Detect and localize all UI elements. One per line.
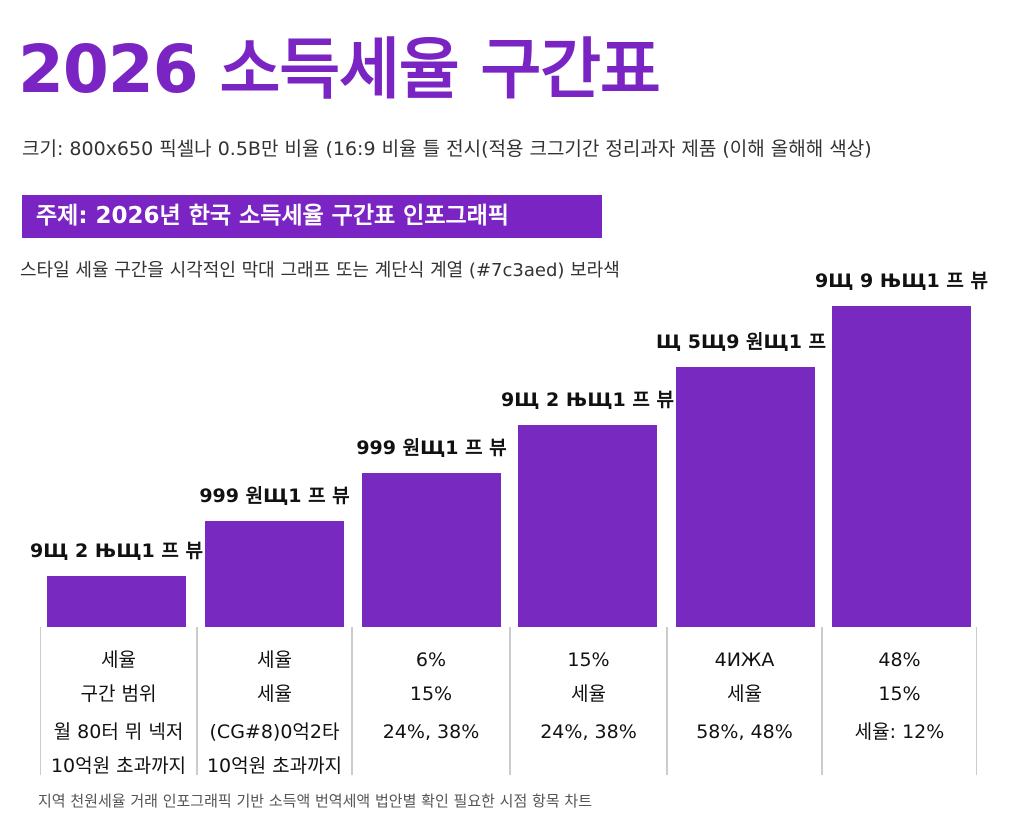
bracket-column: 세율 세율 (CG#8)0억2타 10억원 초과까지 bbox=[197, 627, 352, 777]
bracket-text bbox=[668, 749, 821, 783]
bracket-column: 6% 15% 24%, 38% bbox=[352, 627, 510, 775]
bracket-text: 24%, 38% bbox=[382, 721, 480, 743]
bar-label: 999 원Щ1 프 뷰 bbox=[356, 436, 507, 459]
bracket-text: 6% bbox=[415, 649, 447, 671]
bracket-text: 4ИЖА bbox=[714, 649, 775, 671]
bar-label: Щ 5Щ9 원Щ1 프 뷰 bbox=[656, 330, 851, 353]
topic-banner: 주제: 2026년 한국 소득세율 구간표 인포그래픽 bbox=[22, 195, 602, 238]
bracket-text: 세율 bbox=[257, 683, 292, 705]
bracket-text: 세율: 12% bbox=[854, 721, 945, 743]
subtitle: 크기: 800x650 픽셀나 0.5B만 비율 (16:9 비율 틀 전시(적… bbox=[22, 138, 872, 160]
bar-label: 999 원Щ1 프 뷰 bbox=[199, 485, 350, 508]
bracket-text: 세율 bbox=[101, 649, 136, 671]
bracket-text: (CG#8)0억2타 bbox=[209, 721, 340, 743]
footer-note: 지역 천원세율 거래 인포그래픽 기반 소득액 번역세액 법안별 확인 필요한 … bbox=[38, 792, 593, 810]
bar-label: 9Щ 9 ЊЩ1 프 뷰 bbox=[815, 270, 988, 292]
bracket-text bbox=[823, 749, 976, 783]
bracket-column: 15% 세율 24%, 38% bbox=[510, 627, 667, 775]
bracket-text: 세율 bbox=[727, 683, 762, 705]
page-title: 2026 소득세율 구간표 bbox=[18, 31, 661, 108]
bar bbox=[205, 521, 344, 627]
bar bbox=[832, 306, 971, 627]
bracket-text: 15% bbox=[567, 649, 610, 671]
bar-label: 9Щ 2 ЊЩ1 프 뷰 bbox=[30, 539, 203, 562]
bracket-text: 48% bbox=[878, 649, 921, 671]
bracket-column: 4ИЖА 세율 58%, 48% bbox=[667, 627, 822, 775]
bracket-text: 세율 bbox=[571, 683, 606, 705]
bracket-text bbox=[353, 749, 509, 783]
bar bbox=[676, 366, 815, 627]
bracket-text: 24%, 38% bbox=[540, 721, 637, 743]
bracket-text: 10억원 초과까지 bbox=[206, 755, 343, 777]
bracket-text: 구간 범위 bbox=[80, 683, 157, 705]
bracket-text: 월 80터 뮈 넥저 bbox=[53, 721, 184, 743]
bracket-text: 10억원 초과까지 bbox=[50, 755, 187, 777]
bar bbox=[362, 472, 501, 627]
bracket-column: 48% 15% 세율: 12% bbox=[822, 627, 977, 775]
bracket-text: 15% bbox=[878, 683, 921, 705]
bracket-text: 세율 bbox=[257, 649, 292, 671]
bracket-text: 15% bbox=[409, 683, 453, 705]
bracket-text bbox=[511, 749, 666, 783]
bar-label: 9Щ 2 ЊЩ1 프 뷰 bbox=[501, 388, 674, 411]
bar bbox=[518, 424, 657, 627]
bar bbox=[47, 575, 186, 627]
style-note: 스타일 세율 구간을 시각적인 막대 그래프 또는 계단식 계열 (#7c3ae… bbox=[20, 260, 620, 281]
bracket-text: 58%, 48% bbox=[696, 721, 793, 743]
